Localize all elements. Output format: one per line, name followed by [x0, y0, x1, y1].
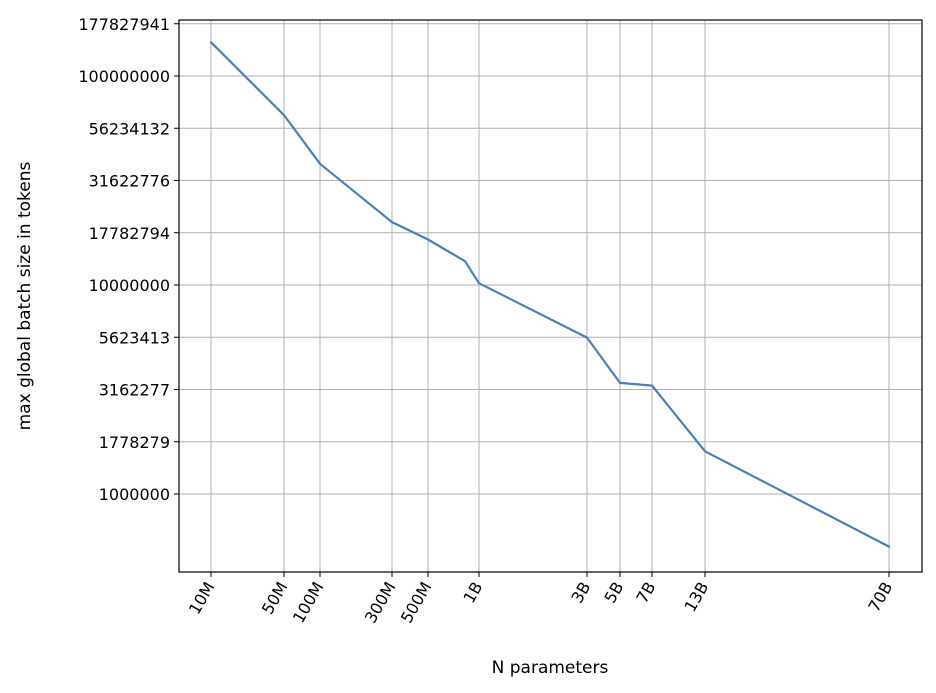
- x-tick-label: 13B: [680, 579, 712, 616]
- y-tick-label: 31622776: [89, 172, 170, 191]
- y-tick-label: 1778279: [99, 433, 170, 452]
- x-tick-label: 70B: [864, 579, 896, 616]
- y-tick-label: 177827941: [78, 15, 170, 34]
- y-tick-label: 17782794: [89, 224, 170, 243]
- series-line: [209, 41, 891, 548]
- x-tick-label: 500M: [397, 579, 436, 627]
- y-tick-label: 1000000: [99, 485, 170, 504]
- x-tick-label: 300M: [361, 579, 400, 627]
- plot-frame: [178, 19, 923, 573]
- x-tick-label: 100M: [289, 579, 328, 627]
- x-tick-label: 5B: [600, 579, 627, 607]
- y-axis-ticks: 177827941 100000000 56234132 31622776 177827…: [78, 15, 179, 504]
- x-axis-title: N parameters: [492, 658, 609, 678]
- grid: [179, 20, 922, 572]
- y-tick-label: 5623413: [99, 328, 170, 347]
- y-tick-label: 10000000: [89, 276, 170, 295]
- y-tick-label: 100000000: [78, 67, 170, 86]
- x-tick-label: 50M: [258, 579, 292, 618]
- series-layer: [209, 41, 891, 548]
- y-tick-label: 56234132: [89, 119, 170, 138]
- y-axis-title: max global batch size in tokens: [15, 161, 35, 430]
- x-tick-label: 7B: [632, 579, 659, 607]
- y-tick-label: 3162277: [99, 381, 170, 400]
- x-tick-label: 10M: [185, 579, 219, 618]
- x-tick-label: 1B: [459, 579, 486, 607]
- x-tick-label: 3B: [567, 579, 594, 607]
